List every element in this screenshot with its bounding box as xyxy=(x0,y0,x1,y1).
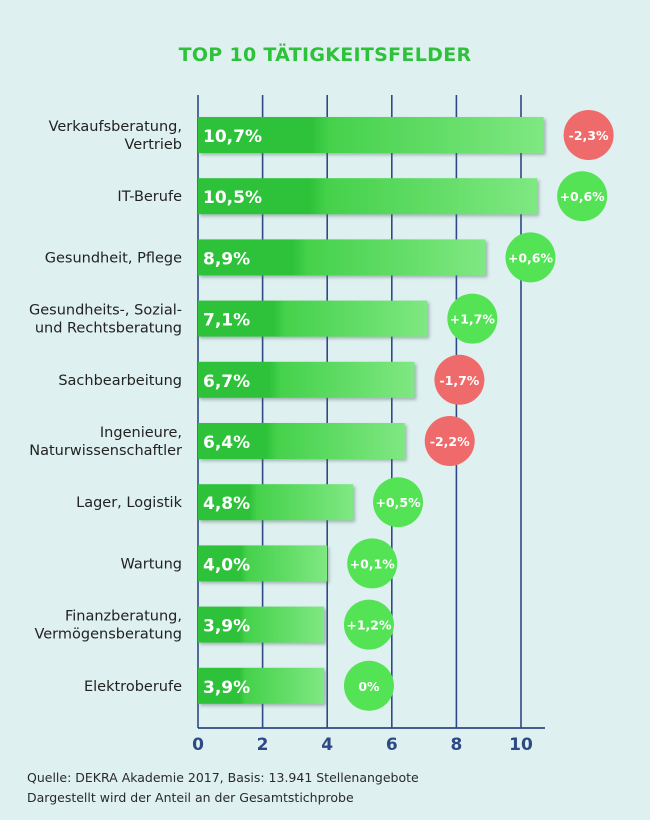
source-note: Quelle: DEKRA Akademie 2017, Basis: 13.9… xyxy=(27,770,419,785)
bar xyxy=(198,545,328,582)
category-label: Wartung xyxy=(120,556,182,572)
category-label: Gesundheits-, Sozial- xyxy=(29,303,182,319)
category-label: Elektroberufe xyxy=(84,679,182,695)
bar-value-label: 10,7% xyxy=(203,127,262,147)
change-label: +1,2% xyxy=(346,618,392,633)
category-label: Vertrieb xyxy=(125,137,182,153)
bar xyxy=(198,606,324,643)
change-label: 0% xyxy=(358,679,380,694)
category-label: Vermögensberatung xyxy=(34,627,182,643)
category-label: IT-Berufe xyxy=(117,189,182,205)
change-label: -1,7% xyxy=(439,373,479,388)
change-bubble xyxy=(563,110,614,160)
bar xyxy=(198,300,428,337)
bar-value-label: 3,9% xyxy=(203,617,250,637)
category-label: Naturwissenschaftler xyxy=(29,443,182,459)
change-label: +0,1% xyxy=(350,556,396,571)
x-tick-label: 6 xyxy=(386,735,398,755)
x-tick-label: 10 xyxy=(509,735,533,755)
bar xyxy=(198,178,538,215)
change-bubble xyxy=(447,293,498,344)
bar-value-label: 4,0% xyxy=(203,555,250,575)
category-label: Verkaufsberatung, xyxy=(49,119,182,135)
change-label: +1,7% xyxy=(450,312,496,327)
x-tick-label: 4 xyxy=(321,735,333,755)
change-label: +0,6% xyxy=(508,250,554,265)
category-label: Finanzberatung, xyxy=(65,609,182,625)
chart-title: TOP 10 TÄTIGKEITSFELDER xyxy=(178,44,472,66)
bar xyxy=(198,239,486,276)
change-bubble xyxy=(373,477,424,528)
change-bubble xyxy=(343,599,394,650)
change-bubble xyxy=(434,354,485,405)
change-label: -2,3% xyxy=(569,128,609,143)
bar-value-label: 4,8% xyxy=(203,494,250,514)
change-bubble xyxy=(557,171,608,222)
category-label: Lager, Logistik xyxy=(76,495,182,511)
bar xyxy=(198,117,544,153)
bar-value-label: 10,5% xyxy=(203,188,262,208)
change-label: +0,5% xyxy=(375,495,421,510)
bar xyxy=(198,667,324,704)
x-tick-label: 2 xyxy=(257,735,269,755)
change-bubble xyxy=(505,232,556,283)
change-bubble xyxy=(347,538,398,589)
bar-value-label: 3,9% xyxy=(203,678,250,698)
bar xyxy=(198,361,415,398)
category-label: Gesundheit, Pflege xyxy=(45,250,182,266)
change-label: +0,6% xyxy=(560,189,606,204)
change-label: -2,2% xyxy=(430,434,470,449)
change-bubble xyxy=(343,660,394,711)
category-label: Ingenieure, xyxy=(100,425,182,441)
x-tick-label: 0 xyxy=(192,735,204,755)
x-tick-label: 8 xyxy=(450,735,462,755)
bar-value-label: 6,4% xyxy=(203,433,250,453)
bar-value-label: 7,1% xyxy=(203,311,250,331)
bar xyxy=(198,484,354,521)
change-bubble xyxy=(424,416,475,466)
bar xyxy=(198,423,405,459)
bar-value-label: 6,7% xyxy=(203,372,250,392)
category-label: und Rechtsberatung xyxy=(35,321,182,337)
share-note: Dargestellt wird der Anteil an der Gesam… xyxy=(27,790,354,805)
category-label: Sachbearbeitung xyxy=(58,373,182,389)
bar-value-label: 8,9% xyxy=(203,249,250,269)
